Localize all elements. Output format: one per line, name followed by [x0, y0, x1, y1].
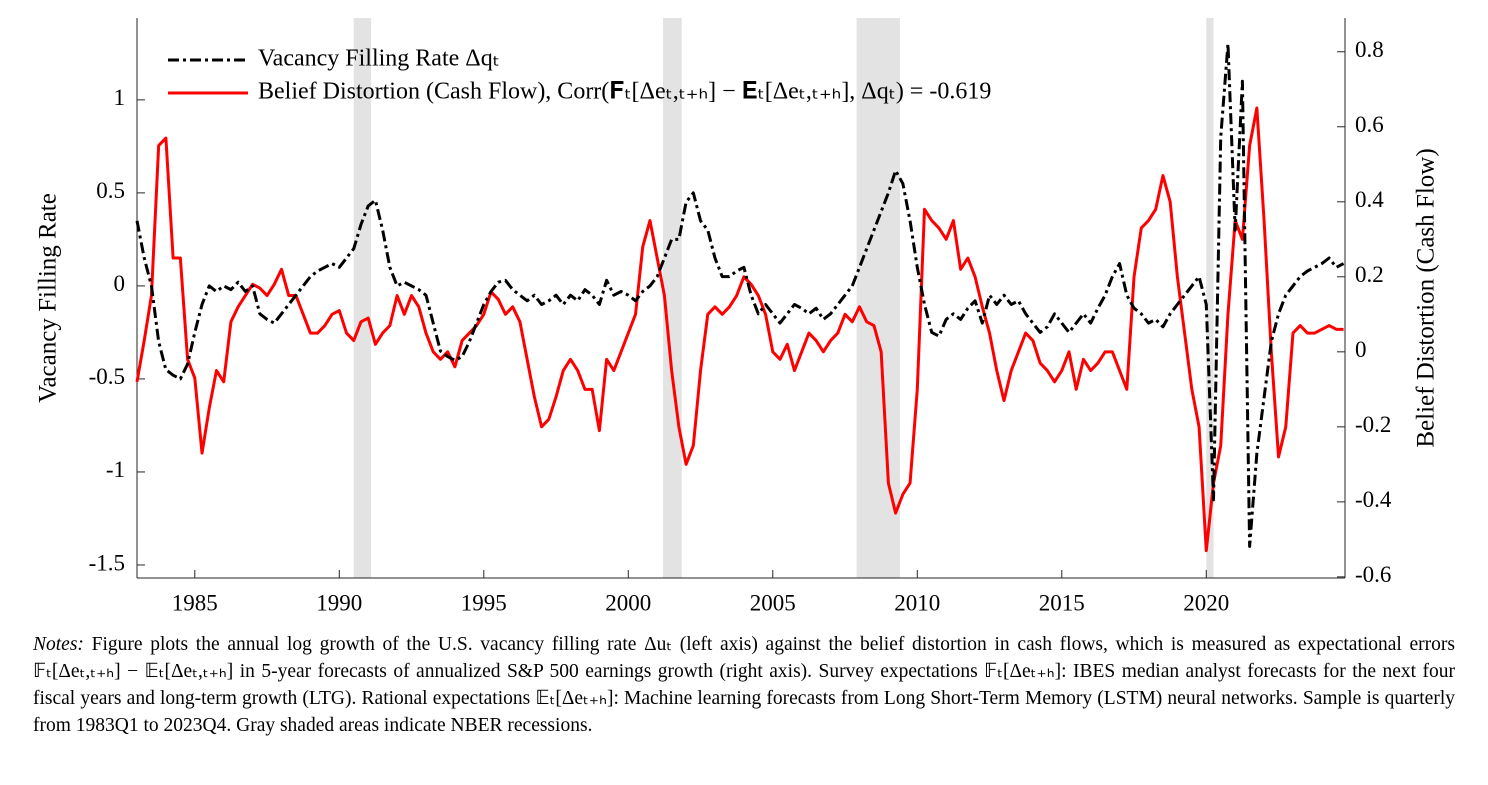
x-tick-label: 1985	[172, 590, 218, 615]
notes-text: Figure plots the annual log growth of th…	[33, 634, 1456, 736]
y2-tick-label: -0.2	[1355, 412, 1391, 437]
y2-tick-label: -0.4	[1355, 487, 1392, 512]
y2-tick-label: -0.6	[1355, 562, 1391, 587]
notes: Notes: Figure plots the annual log growt…	[33, 631, 1455, 739]
x-tick-label: 2020	[1183, 590, 1229, 615]
recession-band	[1206, 18, 1214, 578]
y-tick-label: -0.5	[89, 364, 125, 389]
recession-band	[353, 18, 372, 578]
y2-tick-label: 0.6	[1355, 112, 1384, 137]
x-tick-label: 1990	[316, 590, 362, 615]
legend-label: Belief Distortion (Cash Flow), Corr(𝐅ₜ[Δ…	[258, 79, 991, 105]
y2-axis-title: Belief Distortion (Cash Flow)	[1413, 148, 1440, 447]
x-tick-label: 2010	[894, 590, 940, 615]
y-axis-title: Vacancy Filling Rate	[35, 193, 62, 403]
x-tick-label: 2005	[750, 590, 796, 615]
y2-tick-label: 0.8	[1355, 37, 1384, 62]
x-tick-label: 2000	[605, 590, 651, 615]
recession-band	[856, 18, 900, 578]
x-tick-label: 1995	[461, 590, 507, 615]
y-tick-label: -1	[106, 457, 125, 482]
chart: 1985 1990 1995 2000 2005 2010 2015 2020 -1.5 -1 -0…	[35, 18, 1440, 615]
y2-tick-label: 0.2	[1355, 262, 1384, 287]
x-tick-label: 2015	[1039, 590, 1085, 615]
y-tick-label: 0.5	[96, 178, 125, 203]
y-tick-label: 0	[114, 271, 126, 296]
series-line	[135, 106, 1344, 553]
y-tick-label: 1	[114, 85, 126, 110]
y2-tick-label: 0.4	[1355, 187, 1384, 212]
notes-label: Notes:	[33, 634, 84, 655]
y-tick-label: -1.5	[89, 550, 125, 575]
series-line	[135, 42, 1345, 548]
y2-tick-label: 0	[1355, 337, 1367, 362]
legend-label: Vacancy Filling Rate Δqₜ	[258, 46, 500, 72]
recession-band	[662, 18, 682, 578]
